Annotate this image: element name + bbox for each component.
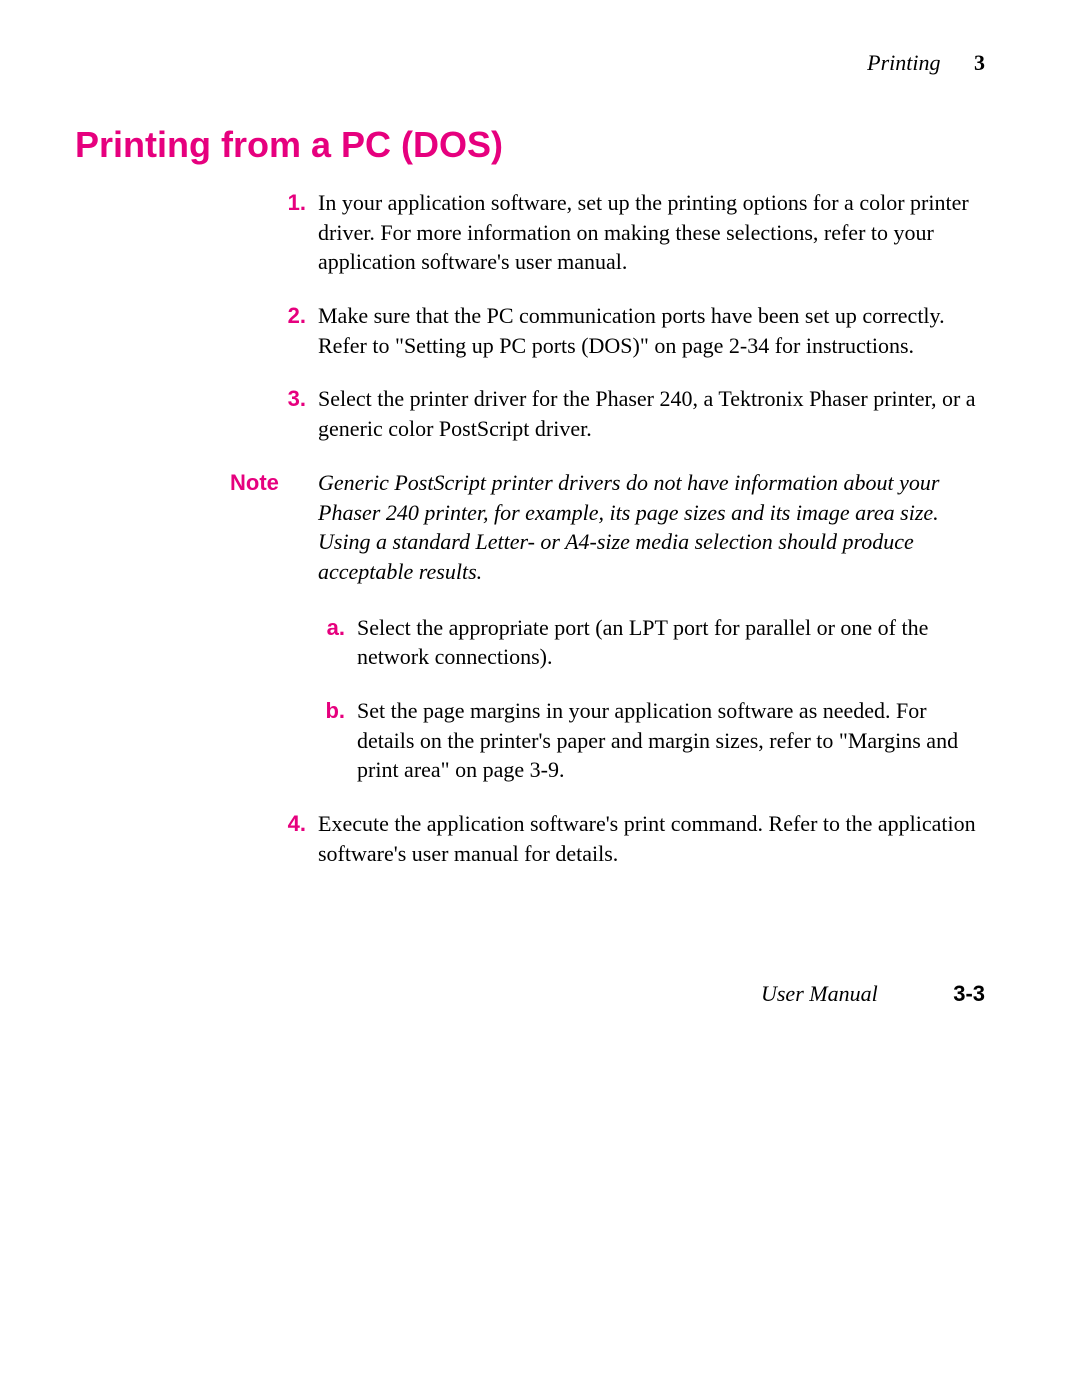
note-label: Note (230, 468, 306, 587)
subitem-letter: a. (315, 613, 345, 672)
subitem-text: Set the page margins in your application… (357, 696, 985, 785)
sublist-item: a. Select the appropriate port (an LPT p… (315, 613, 985, 672)
document-page: Printing 3 Printing from a PC (DOS) 1. I… (0, 0, 1080, 942)
note-text: Generic PostScript printer drivers do no… (318, 468, 985, 587)
section-title: Printing from a PC (DOS) (75, 124, 985, 166)
header-chapter-name: Printing (867, 50, 940, 75)
footer-page-number: 3-3 (953, 981, 985, 1006)
list-item: 4. Execute the application software's pr… (270, 809, 985, 868)
page-footer: User Manual 3-3 (761, 981, 985, 1007)
sublist-item: b. Set the page margins in your applicat… (315, 696, 985, 785)
item-number: 3. (270, 384, 306, 443)
numbered-list: 1. In your application software, set up … (270, 188, 985, 444)
numbered-list-continued: 4. Execute the application software's pr… (270, 809, 985, 868)
item-text: Execute the application software's print… (318, 809, 985, 868)
list-item: 3. Select the printer driver for the Pha… (270, 384, 985, 443)
subitem-letter: b. (315, 696, 345, 785)
lettered-sublist: a. Select the appropriate port (an LPT p… (315, 613, 985, 785)
footer-doc-name: User Manual (761, 981, 878, 1006)
page-header: Printing 3 (75, 50, 985, 76)
note-block: Note Generic PostScript printer drivers … (230, 468, 985, 587)
item-number: 1. (270, 188, 306, 277)
item-text: Make sure that the PC communication port… (318, 301, 985, 360)
item-text: Select the printer driver for the Phaser… (318, 384, 985, 443)
list-item: 1. In your application software, set up … (270, 188, 985, 277)
item-number: 2. (270, 301, 306, 360)
header-chapter-number: 3 (974, 50, 985, 75)
subitem-text: Select the appropriate port (an LPT port… (357, 613, 985, 672)
item-text: In your application software, set up the… (318, 188, 985, 277)
list-item: 2. Make sure that the PC communication p… (270, 301, 985, 360)
item-number: 4. (270, 809, 306, 868)
